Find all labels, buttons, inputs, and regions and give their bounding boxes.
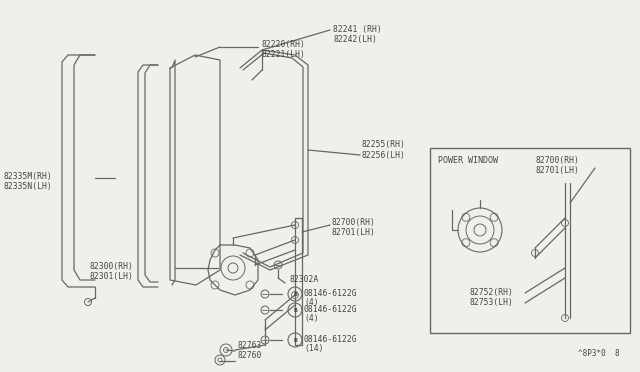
Text: 82700(RH)
82701(LH): 82700(RH) 82701(LH) bbox=[535, 156, 579, 176]
Text: 82220(RH)
82221(LH): 82220(RH) 82221(LH) bbox=[261, 40, 305, 60]
Text: B: B bbox=[293, 337, 297, 343]
Text: 08146-6122G: 08146-6122G bbox=[304, 335, 358, 344]
Text: 82241 (RH)
82242(LH): 82241 (RH) 82242(LH) bbox=[333, 25, 381, 44]
Text: POWER WINDOW: POWER WINDOW bbox=[438, 156, 498, 165]
Text: 82700(RH)
82701(LH): 82700(RH) 82701(LH) bbox=[332, 218, 376, 237]
Text: B: B bbox=[293, 292, 297, 296]
Text: 82763: 82763 bbox=[237, 341, 261, 350]
Text: 08146-6122G: 08146-6122G bbox=[304, 305, 358, 314]
Text: 82335M(RH)
82335N(LH): 82335M(RH) 82335N(LH) bbox=[3, 172, 52, 192]
Text: 82300(RH)
82301(LH): 82300(RH) 82301(LH) bbox=[90, 262, 134, 281]
Text: (14): (14) bbox=[304, 344, 323, 353]
Text: 82255(RH)
82256(LH): 82255(RH) 82256(LH) bbox=[362, 140, 406, 160]
Text: (4): (4) bbox=[304, 298, 319, 307]
Text: ^8P3*0  8: ^8P3*0 8 bbox=[579, 349, 620, 358]
Text: 08146-6122G: 08146-6122G bbox=[304, 289, 358, 298]
Text: B: B bbox=[293, 308, 297, 312]
Bar bbox=[430, 148, 630, 333]
Text: 82752(RH)
82753(LH): 82752(RH) 82753(LH) bbox=[470, 288, 514, 307]
Text: 82302A: 82302A bbox=[290, 275, 319, 283]
Text: 82760: 82760 bbox=[237, 352, 261, 360]
Text: (4): (4) bbox=[304, 314, 319, 323]
